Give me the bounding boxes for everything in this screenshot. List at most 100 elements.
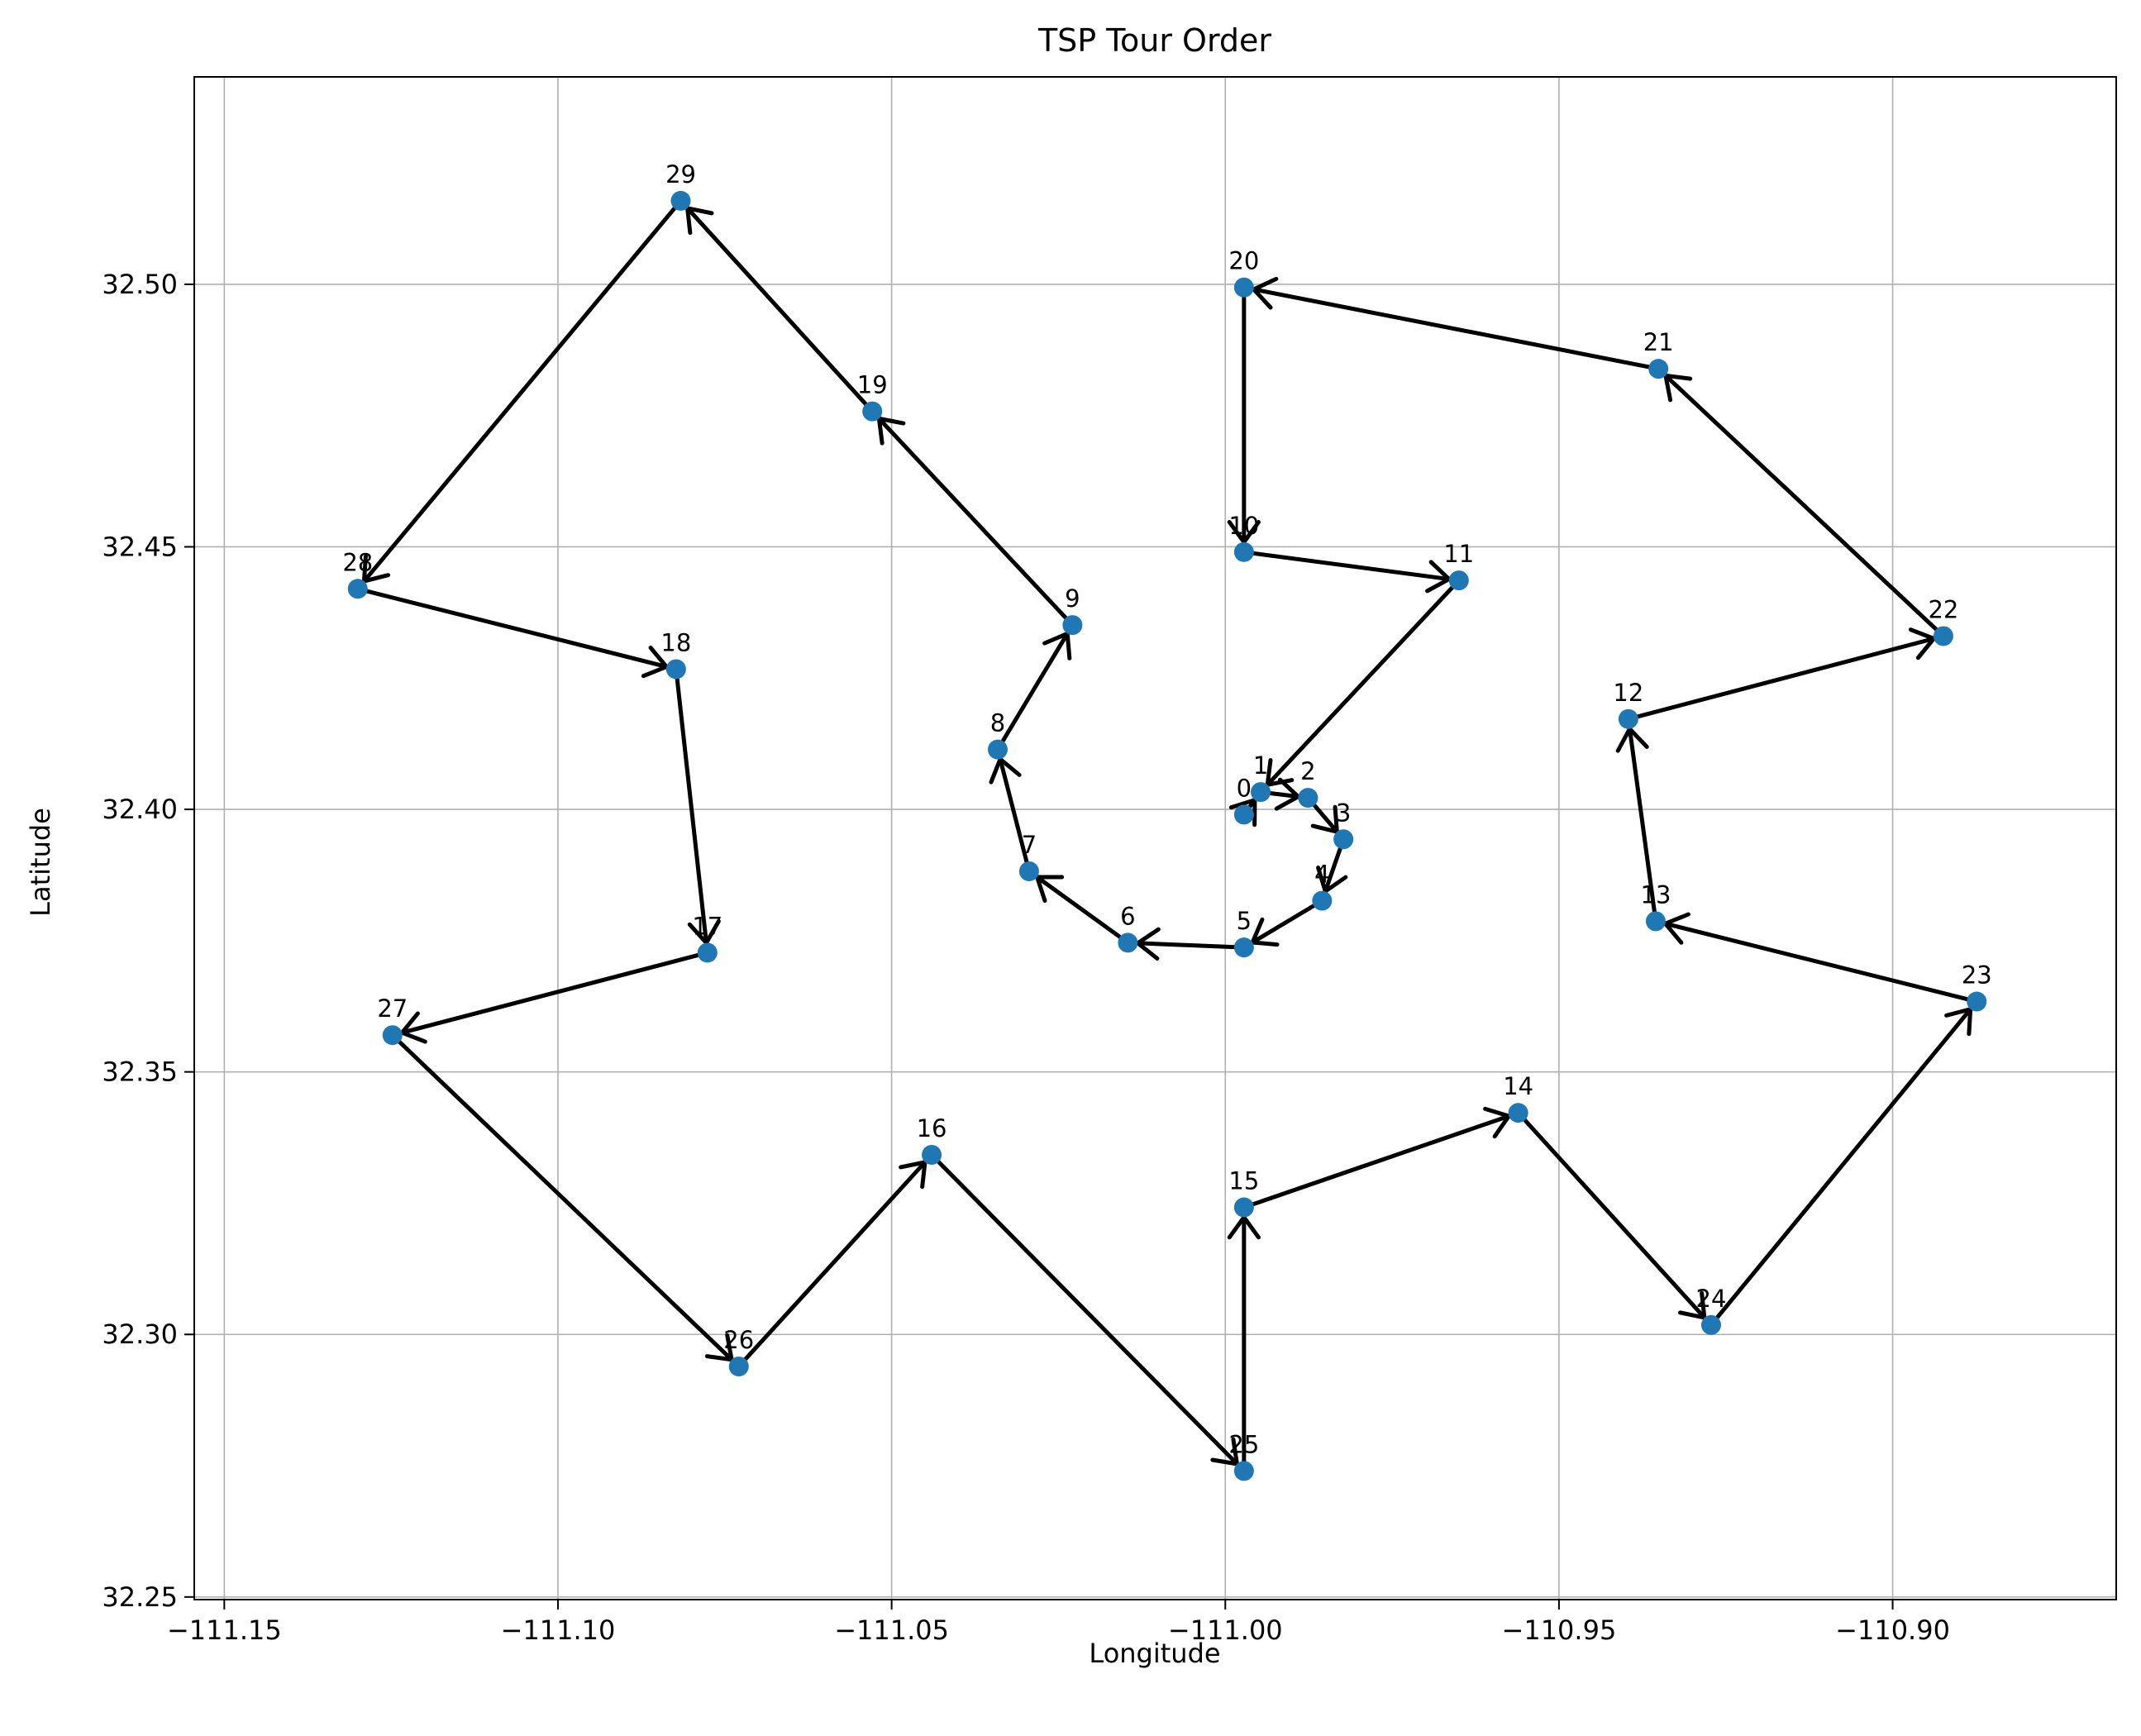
arrow-head: [1228, 798, 1257, 827]
city-point: [1233, 1197, 1254, 1218]
city-label: 4: [1314, 861, 1329, 889]
arrow-shaft: [1250, 899, 1324, 945]
tour-arrow: [929, 1152, 1239, 1467]
arrow-shaft: [1035, 875, 1130, 945]
arrow-shaft: [876, 416, 1075, 627]
arrow-shaft: [399, 950, 710, 1035]
city-point: [382, 1025, 403, 1046]
city-label: 2: [1300, 757, 1315, 785]
city-label: 17: [692, 912, 722, 940]
city-point: [1448, 570, 1469, 591]
city-label: 5: [1237, 907, 1252, 935]
arrow-head: [876, 416, 906, 446]
arrow-shaft: [1626, 637, 1936, 722]
city-label: 25: [1228, 1430, 1259, 1458]
arrow-shaft: [1265, 578, 1462, 787]
plot-frame: [193, 76, 2117, 1600]
tour-arrow: [685, 206, 875, 414]
arrow-shaft: [1242, 550, 1452, 582]
arrow-head: [1135, 927, 1161, 961]
city-point: [1333, 829, 1354, 850]
arrow-shaft: [995, 631, 1070, 752]
city-label: 26: [723, 1326, 754, 1354]
city-label: 23: [1962, 961, 1992, 990]
city-point: [1062, 615, 1083, 636]
city-label: 10: [1228, 512, 1259, 540]
city-label: 18: [660, 628, 691, 656]
city-point: [1967, 991, 1987, 1012]
arrow-head: [685, 206, 714, 236]
y-tick-label: 32.50: [102, 269, 178, 300]
city-label: 15: [1228, 1167, 1259, 1195]
chart-title: TSP Tour Order: [1037, 22, 1271, 59]
city-label: 22: [1928, 595, 1958, 623]
y-tick-label: 32.40: [102, 794, 178, 825]
city-point: [1233, 541, 1254, 562]
x-tick-label: −111.05: [834, 1614, 949, 1646]
tour-arrow: [1135, 927, 1247, 961]
tour-arrow: [1615, 727, 1658, 923]
arrow-head: [1663, 373, 1693, 403]
x-axis-label: Longitude: [1089, 1638, 1220, 1669]
x-tick-label: −111.15: [167, 1614, 282, 1646]
arrow-head: [1210, 1437, 1239, 1467]
city-label: 6: [1120, 902, 1135, 930]
city-point: [922, 1145, 942, 1166]
city-label: 20: [1228, 247, 1259, 275]
city-label: 29: [665, 160, 696, 188]
city-points: [347, 190, 1987, 1481]
tour-edges: [355, 198, 1979, 1473]
arrow-head: [1615, 727, 1649, 753]
city-label: 1: [1253, 751, 1268, 780]
city-label: 12: [1613, 679, 1643, 707]
arrow-shaft: [1709, 1007, 1973, 1328]
city-point: [697, 942, 718, 963]
tour-arrow: [1663, 912, 1979, 1004]
arrow-head: [687, 918, 721, 946]
city-point: [1618, 708, 1638, 729]
arrow-shaft: [1242, 1114, 1511, 1210]
arrow-shaft: [1516, 1110, 1707, 1320]
grid-lines: [194, 77, 2116, 1600]
city-point: [670, 190, 691, 211]
tour-arrow: [1252, 276, 1661, 371]
tour-arrow: [1250, 899, 1324, 947]
arrow-shaft: [1663, 373, 1946, 638]
arrow-shaft: [390, 1033, 734, 1362]
city-label: 24: [1696, 1285, 1727, 1313]
city-point: [1118, 932, 1138, 953]
arrow-head: [1316, 866, 1348, 894]
y-tick-label: 32.35: [102, 1056, 178, 1088]
y-axis-label: Latitude: [25, 808, 56, 917]
tour-arrow: [674, 666, 721, 946]
arrow-head: [1663, 912, 1690, 945]
city-point: [1251, 782, 1271, 803]
y-tick-label: 32.30: [102, 1319, 178, 1350]
city-point: [1298, 788, 1318, 808]
x-tick-label: −111.10: [501, 1614, 616, 1646]
city-point: [862, 401, 883, 422]
city-point: [987, 739, 1008, 760]
city-label: 3: [1336, 799, 1351, 827]
city-point: [665, 659, 686, 680]
city-point: [728, 1356, 749, 1376]
tour-arrow: [1242, 550, 1452, 594]
city-point: [1933, 626, 1953, 646]
arrow-head: [1483, 1106, 1511, 1139]
city-point: [1648, 359, 1669, 379]
arrow-head: [1250, 917, 1280, 947]
city-label: 0: [1237, 774, 1252, 802]
city-label: 7: [1022, 831, 1037, 859]
city-point: [1508, 1103, 1528, 1123]
arrow-shaft: [929, 1152, 1239, 1467]
city-point: [1233, 804, 1254, 825]
tour-arrow: [1035, 875, 1130, 945]
arrow-head: [1425, 560, 1452, 594]
y-tick-label: 32.25: [102, 1581, 178, 1613]
city-label: 21: [1643, 328, 1674, 356]
axis-ticks: −111.15 −111.10 −111.05 −111.00 −110.95 −110.…: [102, 269, 1950, 1646]
city-label: 11: [1443, 540, 1474, 568]
arrow-head: [1252, 276, 1279, 310]
